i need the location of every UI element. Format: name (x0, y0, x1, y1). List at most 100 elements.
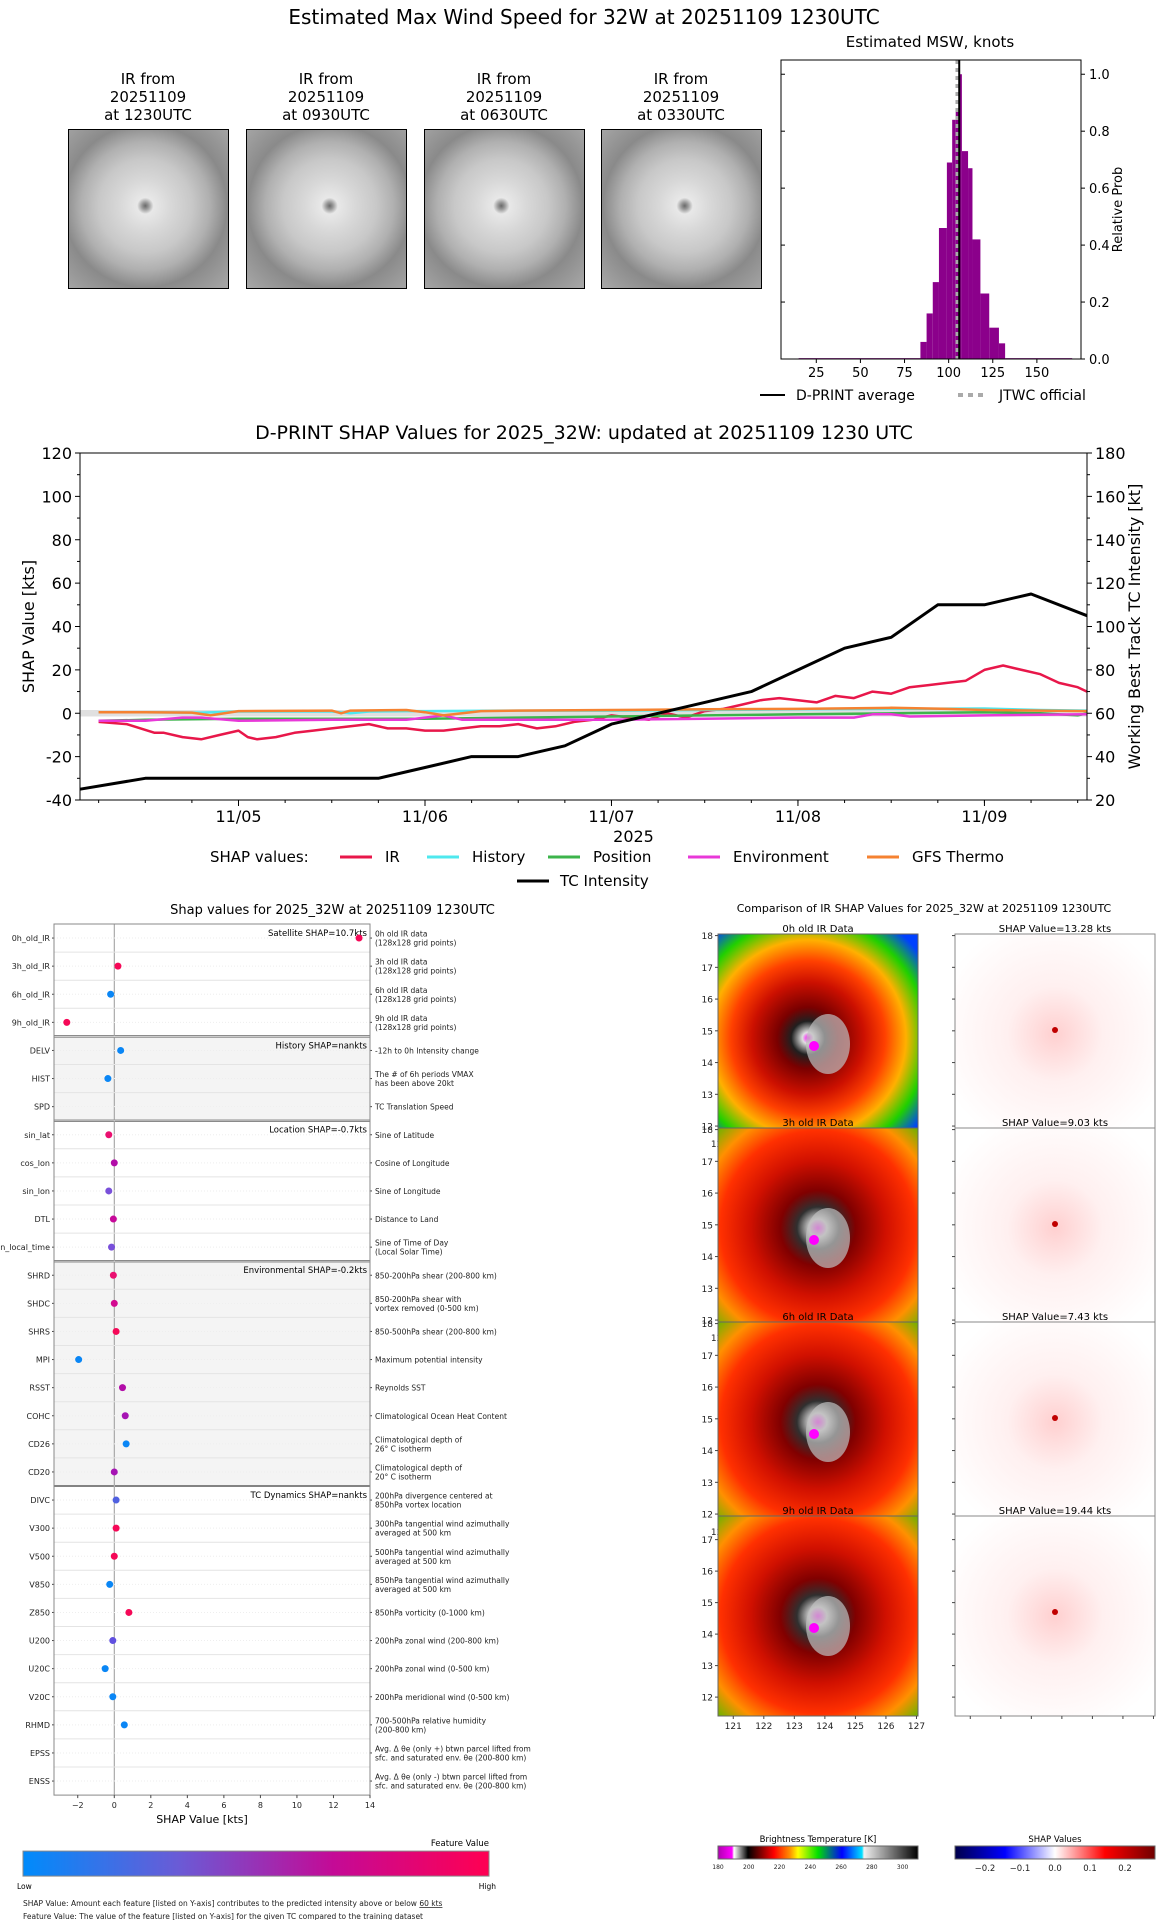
shap-panel-title: SHAP Value=19.44 kts (999, 1506, 1112, 1517)
y2-tick-label: 120 (1095, 574, 1126, 593)
legend-label: Position (593, 848, 651, 866)
y-tick-label: 15 (702, 1027, 713, 1037)
x-axis-label: SHAP Value [kts] (156, 1813, 248, 1826)
feature-name: DTL (34, 1215, 50, 1224)
y2-tick-label: 100 (1095, 618, 1126, 637)
feature-shap-dot (110, 1552, 118, 1560)
feature-shap-dot (105, 1187, 113, 1195)
eyewall-cold-cloud (806, 1014, 850, 1074)
histogram-title: Estimated MSW, knots (845, 33, 1015, 51)
bt-colorbar-tick: 200 (743, 1864, 755, 1871)
shap-hotspot (1052, 1221, 1058, 1227)
feature-shap-dot (104, 1075, 112, 1083)
feature-description: has been above 20kt (375, 1079, 454, 1088)
feature-shap-dot (109, 1637, 117, 1645)
y-tick-label: 80 (52, 531, 72, 550)
x-tick-label: 11/07 (588, 807, 634, 826)
feature-group-label: Environmental SHAP=-0.2kts (243, 1266, 367, 1276)
feature-name: ENSS (29, 1777, 50, 1786)
ir-thumbnail-title-line: at 1230UTC (104, 106, 192, 124)
shap-panel-title: SHAP Value=13.28 kts (999, 924, 1112, 935)
y-tick-label: 14 (702, 1631, 714, 1641)
feature-shap-dot (109, 1271, 117, 1279)
feature-shap-dot (125, 1608, 133, 1616)
y-tick-label: 16 (702, 1190, 714, 1200)
y-tick-label: 0 (62, 704, 72, 723)
histogram-bar (968, 168, 973, 359)
ir-thumbnail-title: IR from 20251109 at 0330UTC (601, 70, 761, 124)
feature-group-label: Satellite SHAP=10.7kts (268, 929, 368, 939)
ir-thumbnail-title-line: IR from (653, 70, 709, 88)
x-tick-label: −2 (72, 1801, 84, 1810)
y-tick-label: 16 (702, 996, 714, 1006)
coldest-cloud-top (809, 1041, 819, 1051)
y-axis-label: SHAP Value [kts] (19, 560, 38, 693)
feature-description: Climatological depth of (375, 1435, 462, 1444)
x-tick-label: 126 (877, 1722, 894, 1732)
feature-description: averaged at 500 km (375, 1557, 451, 1566)
feature-name: SHRS (28, 1327, 50, 1336)
feature-description: averaged at 500 km (375, 1585, 451, 1594)
feature-shap-dot (117, 1046, 125, 1054)
feature-description: averaged at 500 km (375, 1529, 451, 1538)
footnote-shap-value: SHAP Value: Amount each feature [listed … (23, 1899, 443, 1908)
y-tick-label: 0.2 (1089, 296, 1110, 311)
feature-name: RSST (29, 1384, 50, 1393)
histogram-bar (938, 228, 947, 359)
feature-description: 9h old IR data (375, 1014, 427, 1023)
feature-shap-dot (118, 1384, 126, 1392)
y-tick-label: 17 (702, 1158, 713, 1168)
y2-tick-label: 20 (1095, 791, 1115, 810)
feature-shap-dot (121, 1412, 129, 1420)
x-tick-label: 125 (980, 366, 1005, 381)
legend-label: GFS Thermo (912, 848, 1004, 866)
feature-description: -12h to 0h Intensity change (375, 1046, 479, 1055)
page-title: Estimated Max Wind Speed for 32W at 2025… (288, 5, 880, 29)
ir-thumbnail-title-line: IR from (298, 70, 354, 88)
y-tick-label: 14 (702, 1059, 714, 1069)
feature-name: COHC (27, 1412, 51, 1421)
x-tick-label: 100 (936, 366, 961, 381)
feature-name: EPSS (30, 1749, 50, 1758)
feature-description: 200hPa divergence centered at (375, 1492, 493, 1501)
y2-tick-label: 40 (1095, 748, 1115, 767)
feature-value-colorbar (22, 1850, 490, 1877)
feature-name: 0h_old_IR (12, 934, 51, 943)
y-tick-label: 14 (702, 1253, 714, 1263)
y-tick-label: 14 (702, 1447, 714, 1457)
ir-brightness-image (717, 1515, 919, 1717)
feature-name: DIVC (30, 1496, 50, 1505)
ir-panel-title: 6h old IR Data (782, 1312, 853, 1323)
x-tick-label: 50 (852, 366, 869, 381)
feature-description: 850hPa vorticity (0-1000 km) (375, 1608, 485, 1617)
bt-colorbar-title: Brightness Temperature [K] (760, 1835, 877, 1845)
y-tick-label: 13 (702, 1091, 713, 1101)
shap-heatmap-image (954, 1127, 1156, 1329)
histogram-bar (980, 293, 990, 359)
shap-colorbar-tick: 0.1 (1083, 1864, 1097, 1874)
feature-group-label: TC Dynamics SHAP=nankts (250, 1491, 368, 1501)
y-tick-label: 17 (702, 1352, 713, 1362)
feature-description: The # of 6h periods VMAX (374, 1070, 474, 1079)
ir-satellite-image (68, 129, 229, 289)
y-tick-label: 12 (702, 1317, 713, 1327)
feature-name: sin_lat (24, 1131, 50, 1140)
x-tick-label: 14 (365, 1801, 375, 1810)
ir-thumbnail-title: IR from 20251109 at 0630UTC (424, 70, 584, 124)
ir-thumbnail-title-line: 20251109 (642, 88, 720, 106)
ir-thumbnail-title: IR from 20251109 at 0930UTC (246, 70, 406, 124)
feature-name: V20C (29, 1693, 51, 1702)
legend-label: History (472, 848, 525, 866)
feature-description: sfc. and saturated env. θe (200-800 km) (375, 1753, 526, 1762)
feature-name: MPI (36, 1356, 50, 1365)
y-tick-label: 15 (702, 1221, 713, 1231)
y-tick-label: 15 (702, 1599, 713, 1609)
y-tick-label: 17 (702, 964, 713, 974)
bt-colorbar-tick: 300 (897, 1864, 909, 1871)
eyewall-cold-cloud (806, 1208, 850, 1268)
feature-group-background (54, 1120, 370, 1262)
y2-tick-label: 140 (1095, 531, 1126, 550)
feature-description: vortex removed (0-500 km) (375, 1304, 479, 1313)
coldest-cloud-top (809, 1429, 819, 1439)
bt-colorbar (717, 1845, 919, 1860)
